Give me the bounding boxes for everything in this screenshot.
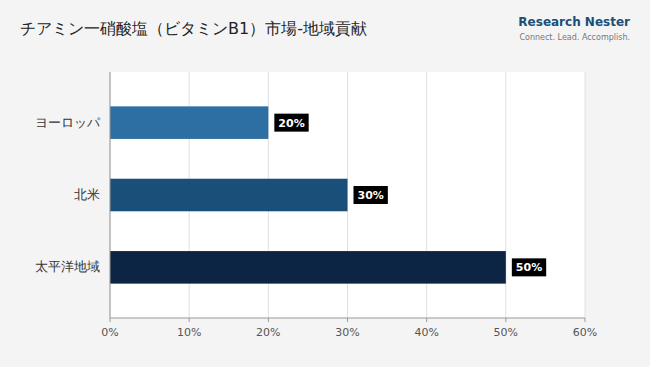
tick-label: 20% xyxy=(256,326,280,339)
data-label: 50% xyxy=(516,261,542,274)
data-label: 20% xyxy=(278,117,304,130)
annotation: Research Nester xyxy=(518,15,630,29)
category-label: ヨーロッパ xyxy=(35,115,101,130)
chart: チアミン一硝酸塩（ビタミンB1）市場-地域貢献 Research Nester Co… xyxy=(0,0,650,367)
category-label: 北米 xyxy=(74,187,100,202)
bars xyxy=(110,106,506,283)
grid-line xyxy=(110,72,111,318)
tick-label: 50% xyxy=(494,326,518,339)
y-axis xyxy=(110,72,111,318)
tick-mark xyxy=(505,318,506,322)
tick-mark xyxy=(347,318,348,322)
x-axis xyxy=(110,318,585,319)
bar xyxy=(110,251,506,284)
tick-mark xyxy=(110,318,111,322)
bar xyxy=(110,179,348,212)
bar xyxy=(110,106,268,139)
data-label-group: 50% xyxy=(512,258,546,276)
plot-area xyxy=(110,72,585,318)
tick-label: 10% xyxy=(177,326,201,339)
title: チアミン一硝酸塩（ビタミンB1）市場-地域貢献 xyxy=(20,19,367,38)
tick-mark xyxy=(585,318,586,322)
data-label-bg xyxy=(354,186,388,204)
tick-label: 0% xyxy=(101,326,118,339)
tick-label: 60% xyxy=(573,326,597,339)
data-label-bg xyxy=(512,258,546,276)
data-label-group: 30% xyxy=(354,186,388,204)
tick-mark xyxy=(189,318,190,322)
grid-line xyxy=(585,72,586,318)
background xyxy=(0,0,650,367)
tick-label: 40% xyxy=(414,326,438,339)
tick-mark xyxy=(268,318,269,322)
data-label-group: 20% xyxy=(274,114,308,132)
tick-mark xyxy=(426,318,427,322)
data-label: 30% xyxy=(358,189,384,202)
data-label-bg xyxy=(274,114,308,132)
tick-label: 30% xyxy=(335,326,359,339)
category-label: 太平洋地域 xyxy=(35,259,100,274)
annotation: Connect. Lead. Accomplish. xyxy=(519,33,630,42)
